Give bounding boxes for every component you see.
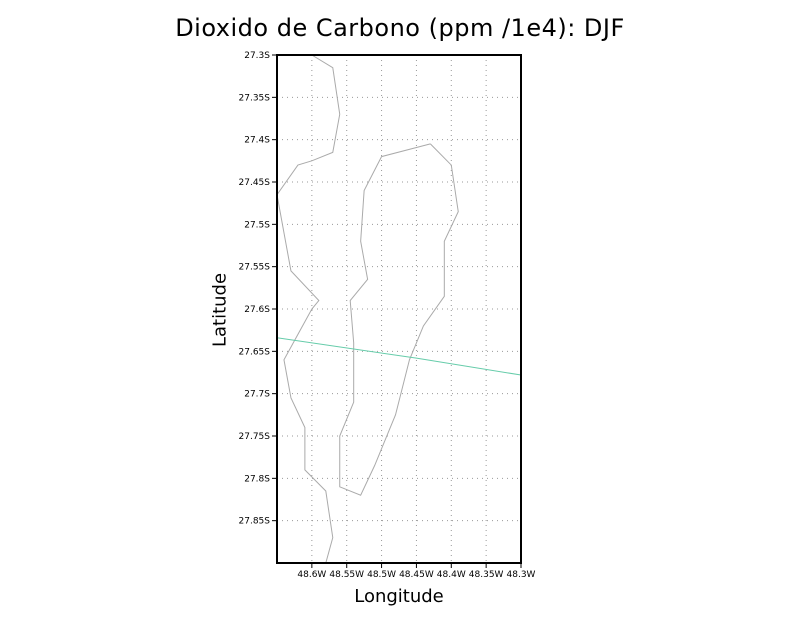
x-tick-label: 48.6W <box>297 570 326 580</box>
y-tick-label: 27.35S <box>239 93 271 103</box>
y-tick-label: 27.5S <box>244 220 270 230</box>
x-tick-label: 48.3W <box>507 570 536 580</box>
x-tick-label: 48.55W <box>329 570 364 580</box>
mainland-coast <box>276 54 341 564</box>
x-tick-label: 48.4W <box>437 570 466 580</box>
y-tick-label: 27.75S <box>239 432 271 442</box>
x-tick-label: 48.5W <box>367 570 396 580</box>
x-tick-label: 48.35W <box>469 570 504 580</box>
y-tick-label: 27.8S <box>244 474 270 484</box>
chart-title: Dioxido de Carbono (ppm /1e4): DJF <box>175 14 625 42</box>
island-coast <box>339 143 459 496</box>
coastlines <box>276 54 459 564</box>
y-tick-label: 27.85S <box>239 517 271 527</box>
y-tick-label: 27.4S <box>244 136 270 146</box>
axis-ticks: 48.6W 48.55W 48.5W 48.45W 48.4W 48.35W 48.3W 27… <box>239 51 536 580</box>
y-tick-label: 27.55S <box>239 263 271 273</box>
x-tick-label: 48.45W <box>399 570 434 580</box>
y-tick-label: 27.6S <box>244 305 270 315</box>
x-axis-label: Longitude <box>354 586 444 607</box>
y-tick-label: 27.3S <box>244 51 270 61</box>
y-axis-label: Latitude <box>209 272 231 348</box>
y-tick-label: 27.45S <box>239 178 271 188</box>
y-tick-label: 27.65S <box>239 347 271 357</box>
gridlines <box>277 55 521 563</box>
plot-frame <box>276 54 522 564</box>
y-tick-label: 27.7S <box>244 390 270 400</box>
contour-line <box>276 337 522 376</box>
contour-lines <box>276 337 522 376</box>
